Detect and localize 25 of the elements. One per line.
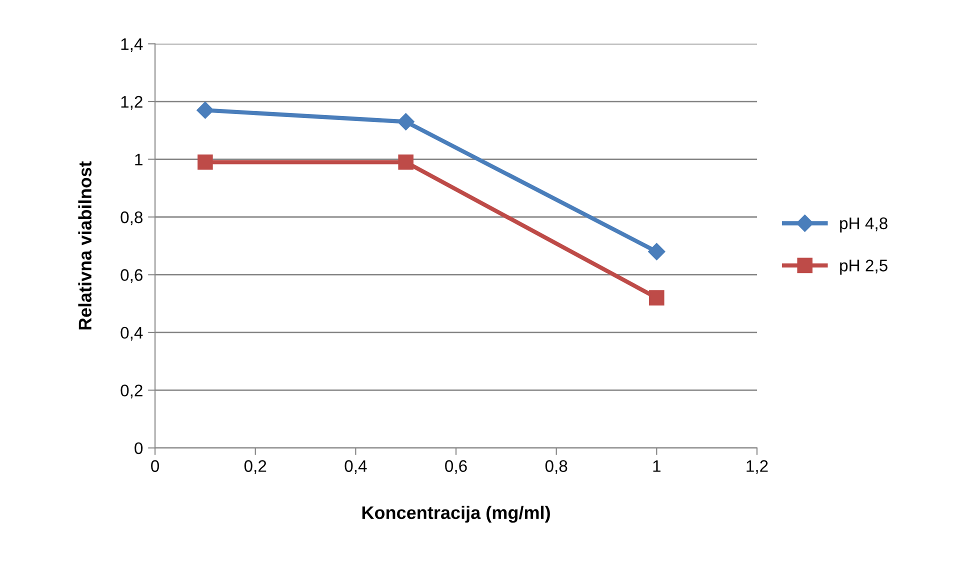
- legend-label: pH 2,5: [840, 260, 888, 275]
- y-tick-label: 0: [134, 442, 143, 454]
- point: [648, 243, 666, 260]
- y-tick-label: 1,4: [121, 38, 143, 52]
- y-tick-label: 0,2: [120, 384, 142, 398]
- x-tick-label: 1: [653, 460, 660, 472]
- y-tick-label: 1,2: [121, 96, 142, 110]
- y-tick-label: 0,8: [120, 211, 143, 226]
- x-tick-label: 0,6: [445, 460, 467, 474]
- y-axis-title: Relativna viabilnost: [78, 161, 92, 330]
- point: [397, 113, 414, 130]
- y-tick-label: 0,4: [120, 326, 143, 341]
- x-tick-label: 0,8: [545, 460, 568, 474]
- x-tick-label: 0,4: [344, 460, 367, 474]
- point: [198, 154, 213, 170]
- x-tick-label: 0: [151, 460, 160, 472]
- x-axis-title: Koncentracija (mg/ml): [362, 506, 550, 523]
- y-tick-label: 0,6: [120, 269, 142, 283]
- y-tick-label: 1: [135, 154, 142, 166]
- legend-label: pH 4,8: [840, 217, 888, 233]
- x-tick-label: 1,2: [746, 460, 768, 474]
- point: [196, 102, 214, 119]
- x-tick-label: 0,2: [244, 460, 266, 474]
- point: [649, 290, 664, 306]
- point: [398, 154, 414, 170]
